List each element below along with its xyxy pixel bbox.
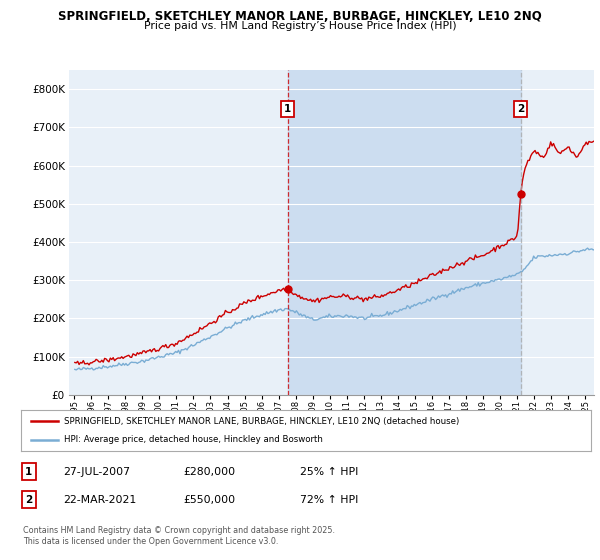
Text: HPI: Average price, detached house, Hinckley and Bosworth: HPI: Average price, detached house, Hinc…: [64, 436, 323, 445]
Text: SPRINGFIELD, SKETCHLEY MANOR LANE, BURBAGE, HINCKLEY, LE10 2NQ (detached house): SPRINGFIELD, SKETCHLEY MANOR LANE, BURBA…: [64, 417, 459, 426]
Text: 2: 2: [25, 494, 32, 505]
Text: 72% ↑ HPI: 72% ↑ HPI: [300, 494, 358, 505]
Text: 25% ↑ HPI: 25% ↑ HPI: [300, 466, 358, 477]
Text: 2: 2: [517, 104, 524, 114]
Text: 27-JUL-2007: 27-JUL-2007: [63, 466, 130, 477]
Text: 1: 1: [25, 466, 32, 477]
Text: £280,000: £280,000: [183, 466, 235, 477]
Text: Contains HM Land Registry data © Crown copyright and database right 2025.
This d: Contains HM Land Registry data © Crown c…: [23, 526, 335, 546]
Text: 22-MAR-2021: 22-MAR-2021: [63, 494, 136, 505]
Text: Price paid vs. HM Land Registry’s House Price Index (HPI): Price paid vs. HM Land Registry’s House …: [143, 21, 457, 31]
Text: SPRINGFIELD, SKETCHLEY MANOR LANE, BURBAGE, HINCKLEY, LE10 2NQ: SPRINGFIELD, SKETCHLEY MANOR LANE, BURBA…: [58, 10, 542, 23]
Text: £550,000: £550,000: [183, 494, 235, 505]
Text: 1: 1: [284, 104, 292, 114]
Bar: [288, 70, 521, 395]
